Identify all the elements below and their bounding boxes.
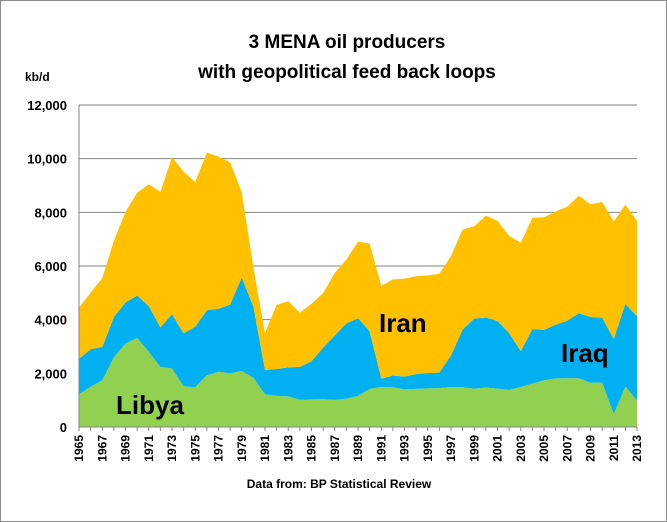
- x-tick-label: 1969: [119, 435, 133, 462]
- x-tick-label: 1965: [72, 435, 86, 462]
- x-tick-label: 1993: [398, 435, 412, 462]
- area-iraq: [79, 277, 637, 415]
- x-tick-label: 1997: [444, 435, 458, 462]
- x-tick-label: 1981: [258, 435, 272, 462]
- y-axis-unit-label: kb/d: [25, 70, 50, 84]
- annotation-iraq: Iraq: [561, 338, 609, 368]
- y-tick-label: 0: [60, 420, 67, 435]
- y-tick-label: 6,000: [34, 259, 67, 274]
- source-note: Data from: BP Statistical Review: [247, 477, 432, 491]
- stacked-areas: [79, 152, 637, 427]
- x-tick-labels: 1965 1967 1969 1971 1973 1975 1977 1979 1981 1983…: [72, 435, 644, 462]
- axes: [78, 105, 638, 431]
- area-libya: [79, 337, 637, 427]
- x-tick-label: 1975: [188, 435, 202, 462]
- x-tick-label: 2011: [607, 435, 621, 461]
- y-tick-label: 4,000: [34, 313, 67, 328]
- y-tick-label: 8,000: [34, 205, 67, 220]
- x-tick-label: 2005: [537, 435, 551, 462]
- x-tick-label: 1973: [165, 435, 179, 462]
- y-tick-label: 10,000: [27, 152, 67, 167]
- x-tick-label: 2009: [584, 435, 598, 462]
- x-tick-label: 1991: [374, 435, 388, 462]
- x-tick-label: 1985: [305, 435, 319, 462]
- x-tick-label: 1983: [281, 435, 295, 462]
- y-tick-labels: 0 2,000 4,000 6,000 8,000 10,000 12,000: [27, 98, 67, 435]
- area-iran: [79, 152, 637, 379]
- x-tick-label: 1989: [351, 435, 365, 462]
- y-tick-label: 12,000: [27, 98, 67, 113]
- x-tick-label: 2013: [630, 435, 644, 462]
- x-tick-label: 1971: [142, 435, 156, 462]
- x-tick-label: 2001: [491, 435, 505, 462]
- chart-title-line-1: 3 MENA oil producers: [249, 32, 446, 53]
- x-tick-label: 1967: [95, 435, 109, 462]
- x-tick-label: 2003: [514, 435, 528, 462]
- x-tick-label: 1995: [421, 435, 435, 462]
- x-tick-label: 1999: [467, 435, 481, 462]
- annotation-iran: Iran: [379, 308, 427, 338]
- y-tick-label: 2,000: [34, 366, 67, 381]
- x-tick-label: 1987: [328, 435, 342, 462]
- x-tick-label: 1977: [212, 435, 226, 462]
- x-tick-label: 2007: [560, 435, 574, 462]
- chart-title-line-2: with geopolitical feed back loops: [197, 62, 496, 83]
- x-tick-label: 1979: [235, 435, 249, 462]
- annotation-libya: Libya: [116, 390, 184, 420]
